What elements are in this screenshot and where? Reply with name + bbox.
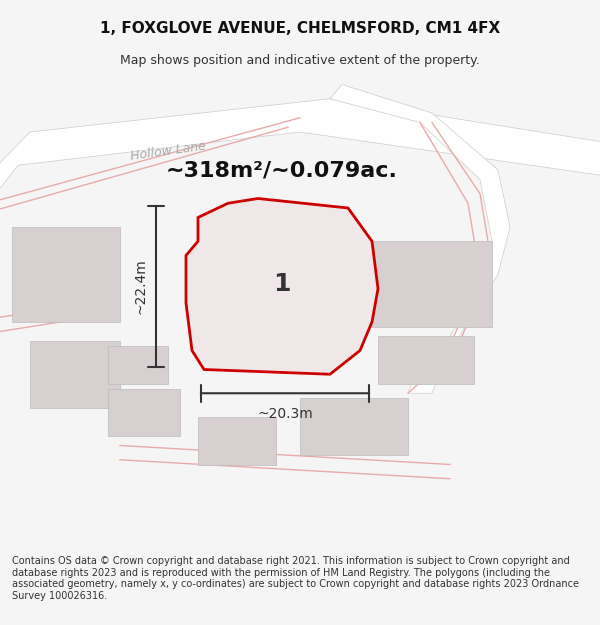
Bar xyxy=(378,336,474,384)
Text: Contains OS data © Crown copyright and database right 2021. This information is : Contains OS data © Crown copyright and d… xyxy=(12,556,579,601)
Text: Hollow Lane: Hollow Lane xyxy=(130,139,206,162)
Text: Map shows position and indicative extent of the property.: Map shows position and indicative extent… xyxy=(120,54,480,67)
Bar xyxy=(12,227,120,322)
Polygon shape xyxy=(0,99,600,227)
Text: 1: 1 xyxy=(273,272,291,296)
Bar xyxy=(30,341,120,408)
Bar xyxy=(300,398,408,455)
Bar xyxy=(108,389,180,436)
Text: ~20.3m: ~20.3m xyxy=(257,408,313,421)
Bar xyxy=(198,417,276,464)
Polygon shape xyxy=(186,199,378,374)
Bar xyxy=(108,346,168,384)
Text: 1, FOXGLOVE AVENUE, CHELMSFORD, CM1 4FX: 1, FOXGLOVE AVENUE, CHELMSFORD, CM1 4FX xyxy=(100,21,500,36)
Polygon shape xyxy=(330,84,510,393)
Text: ~318m²/~0.079ac.: ~318m²/~0.079ac. xyxy=(166,160,398,180)
Bar xyxy=(372,241,492,327)
Text: ~22.4m: ~22.4m xyxy=(133,259,147,314)
